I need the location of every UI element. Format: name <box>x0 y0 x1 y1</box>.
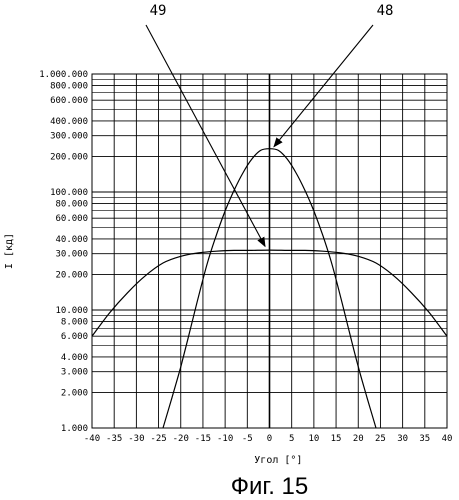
y-tick-label: 1.000 <box>61 424 88 434</box>
y-axis-label: I [кд] <box>4 233 15 269</box>
y-tick-label: 400.000 <box>50 117 88 127</box>
x-tick-label: -20 <box>173 434 189 444</box>
x-tick-label: 0 <box>267 434 272 444</box>
x-tick-label: -10 <box>217 434 233 444</box>
x-tick-label: -30 <box>128 434 144 444</box>
y-tick-label: 800.000 <box>50 81 88 91</box>
y-tick-label: 3.000 <box>61 368 88 378</box>
y-tick-label: 100.000 <box>50 188 88 198</box>
x-tick-label: 25 <box>375 434 386 444</box>
callout-label-48: 48 <box>377 3 394 19</box>
figure-caption: Фиг. 15 <box>231 473 309 500</box>
x-tick-labels: -40 -35 -30 -25 -20 -15 -10 -5 0 5 10 15 20 25 30 35 40 <box>84 434 453 444</box>
y-tick-label: 20.000 <box>55 270 88 280</box>
x-tick-label: -25 <box>150 434 166 444</box>
x-tick-label: -15 <box>195 434 211 444</box>
y-tick-label: 4.000 <box>61 353 88 363</box>
y-tick-label: 30.000 <box>55 250 88 260</box>
y-tick-label: 80.000 <box>55 199 88 209</box>
x-tick-label: -5 <box>242 434 253 444</box>
callout-label-49: 49 <box>150 3 167 19</box>
x-tick-label: 30 <box>397 434 408 444</box>
y-tick-label: 1.000.000 <box>39 70 88 80</box>
x-tick-label: 40 <box>442 434 453 444</box>
x-axis-label: Угол [°] <box>254 455 302 466</box>
x-tick-label: 20 <box>353 434 364 444</box>
y-tick-label: 600.000 <box>50 96 88 106</box>
x-tick-label: -35 <box>106 434 122 444</box>
y-tick-label: 60.000 <box>55 214 88 224</box>
x-tick-label: 10 <box>308 434 319 444</box>
y-tick-label: 300.000 <box>50 132 88 142</box>
y-tick-label: 200.000 <box>50 152 88 162</box>
y-tick-label: 40.000 <box>55 235 88 245</box>
y-tick-labels: 1.000 2.000 3.000 4.000 6.000 8.00010.000 20.0… <box>39 70 88 434</box>
y-tick-label: 2.000 <box>61 388 88 398</box>
x-tick-label: -40 <box>84 434 100 444</box>
y-tick-label: 10.000 <box>55 306 88 316</box>
x-tick-label: 35 <box>419 434 430 444</box>
y-tick-label: 6.000 <box>61 332 88 342</box>
x-tick-label: 15 <box>331 434 342 444</box>
y-tick-label: 8.000 <box>61 317 88 327</box>
x-tick-label: 5 <box>289 434 294 444</box>
